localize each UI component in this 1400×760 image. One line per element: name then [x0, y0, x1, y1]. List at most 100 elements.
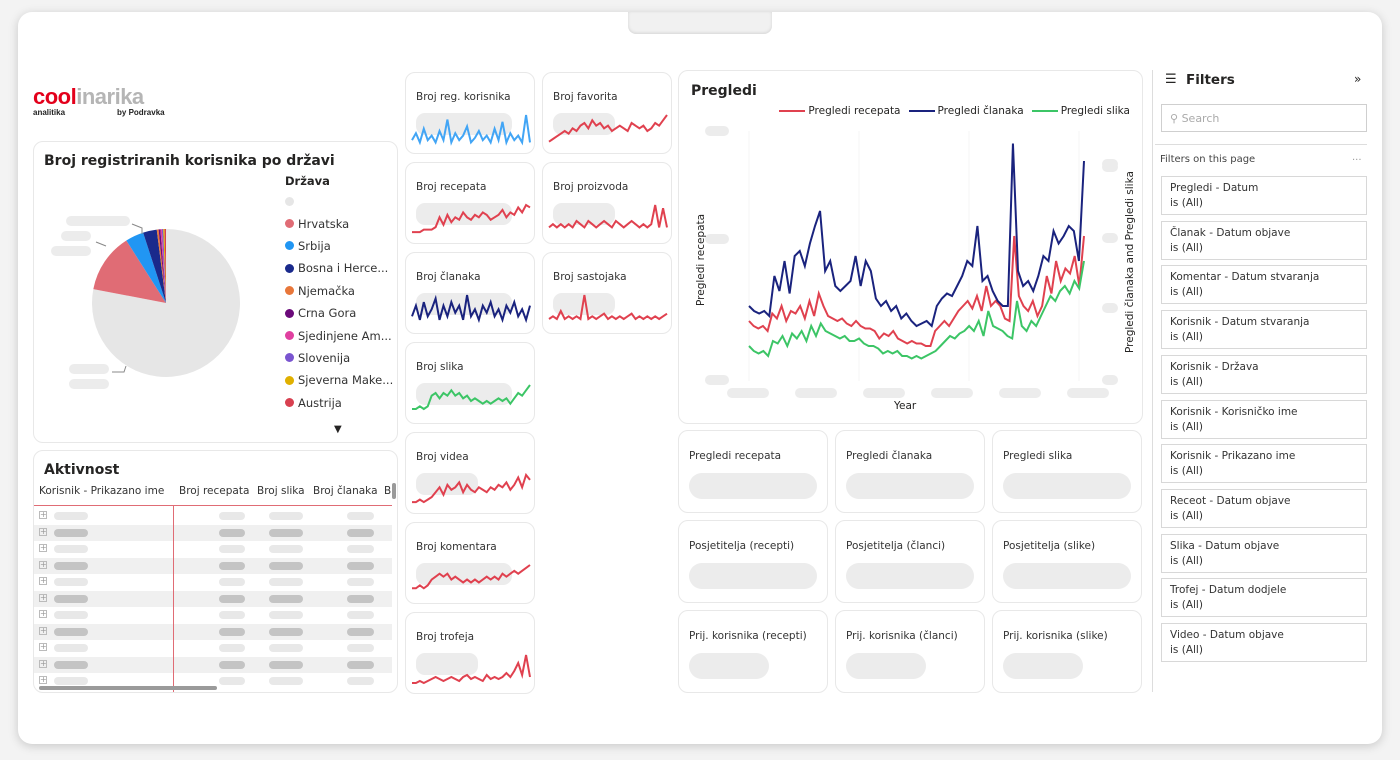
- table-row[interactable]: +: [34, 574, 392, 591]
- kpi-card[interactable]: Pregledi recepata: [678, 430, 828, 513]
- column-header[interactable]: Korisnik - Prikazano ime: [39, 485, 165, 497]
- filter-card[interactable]: Komentar - Datum stvaranja is (All): [1161, 265, 1367, 305]
- table-row[interactable]: +: [34, 607, 392, 624]
- table-row[interactable]: +: [34, 590, 392, 607]
- filter-search-input[interactable]: ⚲ Search: [1161, 104, 1367, 132]
- legend-item[interactable]: Hrvatska: [285, 212, 393, 234]
- table-row[interactable]: +: [34, 673, 392, 690]
- horizontal-scrollbar[interactable]: [39, 686, 217, 690]
- legend-dot-icon: [285, 196, 294, 206]
- vertical-scrollbar[interactable]: [392, 483, 396, 499]
- kpi-card[interactable]: Pregledi članaka: [835, 430, 985, 513]
- pie-slice[interactable]: [160, 229, 166, 303]
- kpi-sparkline-card[interactable]: Broj videa: [405, 432, 535, 514]
- kpi-sparkline-card[interactable]: Broj trofeja: [405, 612, 535, 694]
- expand-icon[interactable]: +: [39, 559, 47, 569]
- filter-card[interactable]: Slika - Datum objave is (All): [1161, 533, 1367, 573]
- kpi-card[interactable]: Prij. korisnika (članci): [835, 610, 985, 693]
- pie-slice[interactable]: [164, 229, 166, 303]
- cell-value: [54, 528, 88, 537]
- expand-icon[interactable]: +: [39, 675, 47, 684]
- kpi-card[interactable]: Posjetitelja (slike): [992, 520, 1142, 603]
- filter-card[interactable]: Korisnik - Datum stvaranja is (All): [1161, 310, 1367, 350]
- expand-icon[interactable]: +: [39, 658, 47, 668]
- kpi-sparkline-card[interactable]: Broj proizvoda: [542, 162, 672, 244]
- card-label: Broj sastojaka: [553, 271, 627, 283]
- legend-scroll-down-icon[interactable]: ▼: [334, 424, 342, 435]
- legend-dot-icon: [285, 308, 294, 318]
- column-header[interactable]: Broj slika: [257, 485, 305, 497]
- legend-item[interactable]: [285, 190, 393, 212]
- expand-icon[interactable]: +: [39, 625, 47, 635]
- filter-card[interactable]: Trofej - Datum dodjele is (All): [1161, 578, 1367, 618]
- pie-slice[interactable]: [93, 240, 166, 303]
- column-header[interactable]: Br: [384, 485, 396, 497]
- pie-slice[interactable]: [163, 229, 166, 303]
- sparkline-path: [411, 294, 531, 324]
- column-header[interactable]: Broj recepata: [179, 485, 250, 497]
- table-row[interactable]: +: [34, 656, 392, 673]
- kpi-sparkline-card[interactable]: Broj sastojaka: [542, 252, 672, 334]
- pie-slice[interactable]: [161, 229, 166, 303]
- filter-card[interactable]: Korisnik - Prikazano ime is (All): [1161, 444, 1367, 484]
- legend-item[interactable]: Njemačka: [285, 280, 393, 302]
- table-row[interactable]: +: [34, 640, 392, 657]
- table-row[interactable]: +: [34, 508, 392, 525]
- legend-item[interactable]: Sjedinjene Am...: [285, 324, 393, 346]
- y-axis-label-left: Pregledi recepata: [695, 213, 707, 306]
- legend-item[interactable]: Slovenija: [285, 347, 393, 369]
- filter-name: Korisnik - Prikazano ime: [1170, 450, 1296, 463]
- page-tab[interactable]: [628, 12, 772, 34]
- expand-icon[interactable]: +: [39, 510, 47, 519]
- kpi-sparkline-card[interactable]: Broj komentara: [405, 522, 535, 604]
- pie-slice[interactable]: [156, 229, 166, 303]
- table-row[interactable]: +: [34, 541, 392, 558]
- table-row[interactable]: +: [34, 557, 392, 574]
- kpi-card[interactable]: Posjetitelja (članci): [835, 520, 985, 603]
- expand-icon[interactable]: +: [39, 609, 47, 618]
- kpi-sparkline-card[interactable]: Broj reg. korisnika: [405, 72, 535, 154]
- filter-card[interactable]: Korisnik - Država is (All): [1161, 354, 1367, 394]
- kpi-card[interactable]: Posjetitelja (recepti): [678, 520, 828, 603]
- cell-value: [219, 528, 245, 537]
- legend-item[interactable]: Sjeverna Make...: [285, 369, 393, 391]
- expand-icon[interactable]: +: [39, 592, 47, 602]
- table-row[interactable]: +: [34, 623, 392, 640]
- card-label: Broj trofeja: [416, 631, 475, 643]
- legend-item[interactable]: Pregledi recepata: [779, 105, 901, 117]
- legend-item[interactable]: Srbija: [285, 235, 393, 257]
- legend-dot-icon: [285, 241, 294, 251]
- table-row[interactable]: +: [34, 524, 392, 541]
- kpi-sparkline-card[interactable]: Broj slika: [405, 342, 535, 424]
- pie-slice[interactable]: [143, 229, 166, 303]
- legend-item[interactable]: Pregledi slika: [1031, 105, 1130, 117]
- kpi-card[interactable]: Prij. korisnika (slike): [992, 610, 1142, 693]
- legend-dot-icon: [285, 331, 294, 341]
- expand-icon[interactable]: +: [39, 642, 47, 651]
- more-options-button[interactable]: ...: [1352, 152, 1362, 163]
- column-header[interactable]: Broj članaka: [313, 485, 378, 497]
- legend-item[interactable]: Austrija: [285, 392, 393, 414]
- filter-card[interactable]: Članak - Datum objave is (All): [1161, 220, 1367, 260]
- kpi-sparkline-card[interactable]: Broj recepata: [405, 162, 535, 244]
- leader-line: [112, 365, 127, 373]
- legend-item[interactable]: Crna Gora: [285, 302, 393, 324]
- kpi-sparkline-card[interactable]: Broj članaka: [405, 252, 535, 334]
- pie-slice[interactable]: [126, 232, 166, 303]
- filter-card[interactable]: Korisnik - Korisničko ime is (All): [1161, 399, 1367, 439]
- kpi-card[interactable]: Pregledi slika: [992, 430, 1142, 513]
- card-value: [689, 473, 817, 499]
- legend-item[interactable]: Bosna i Herce...: [285, 257, 393, 279]
- expand-icon[interactable]: +: [39, 576, 47, 585]
- filter-card[interactable]: Receot - Datum objave is (All): [1161, 488, 1367, 528]
- pie-slice[interactable]: [158, 229, 166, 303]
- filter-card[interactable]: Pregledi - Datum is (All): [1161, 176, 1367, 215]
- collapse-filters-button[interactable]: »: [1354, 72, 1362, 86]
- kpi-sparkline-card[interactable]: Broj favorita: [542, 72, 672, 154]
- filter-card[interactable]: Video - Datum objave is (All): [1161, 623, 1367, 662]
- legend-item[interactable]: Pregledi članaka: [908, 105, 1024, 117]
- expand-icon[interactable]: +: [39, 543, 47, 552]
- pregledi-chart-card: Pregledi Pregledi recepata Pregledi člana…: [678, 70, 1143, 424]
- kpi-card[interactable]: Prij. korisnika (recepti): [678, 610, 828, 693]
- expand-icon[interactable]: +: [39, 526, 47, 536]
